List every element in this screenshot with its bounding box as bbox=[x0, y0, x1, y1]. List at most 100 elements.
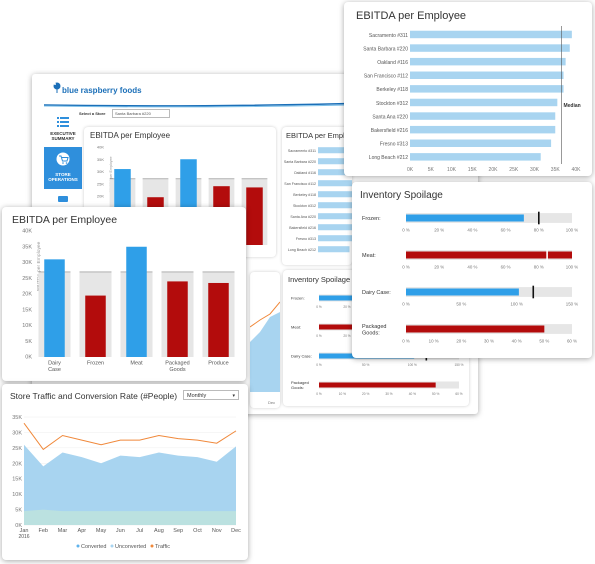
x-tick-label: Goods bbox=[169, 367, 185, 373]
value-bar bbox=[406, 214, 524, 222]
card-title: Inventory Spoilage bbox=[288, 275, 351, 284]
y-tick-label: 0K bbox=[15, 523, 22, 529]
bg-traffic-card: Dec bbox=[250, 272, 280, 408]
x-tick-label: Produce bbox=[208, 361, 229, 367]
inventory-card: Inventory Spoilage Frozen: 0 % 20 % 40 % 60 … bbox=[352, 182, 592, 358]
x-tick-label: 25K bbox=[509, 167, 519, 173]
bar bbox=[410, 71, 564, 79]
tick-label: 50 % bbox=[539, 339, 549, 344]
legend-marker bbox=[150, 544, 154, 548]
x-tick-label: 5K bbox=[428, 167, 435, 173]
store-label: Santa Ana #220 bbox=[290, 215, 316, 219]
tick-label: 0 % bbox=[402, 265, 410, 270]
store-label: Long Beach #212 bbox=[288, 248, 316, 252]
y-axis-title: EBITDA per Employee bbox=[36, 241, 42, 291]
bar bbox=[208, 282, 229, 357]
value-bar bbox=[406, 325, 545, 333]
store-label: San Francisco #112 bbox=[284, 182, 316, 186]
tick-label: 20 % bbox=[343, 305, 350, 309]
store-select[interactable]: Santa Barbara #220 bbox=[112, 109, 170, 118]
nav-extra[interactable] bbox=[44, 190, 82, 208]
row-label: Goods: bbox=[362, 331, 380, 337]
tick-label: 10 % bbox=[339, 392, 346, 396]
card-title: Store Traffic and Conversion Rate (#Peop… bbox=[10, 391, 178, 401]
period-select[interactable]: Monthly ▾ bbox=[183, 390, 239, 400]
y-tick-label: 15K bbox=[22, 307, 32, 313]
value-bar bbox=[319, 382, 436, 388]
bar bbox=[318, 147, 352, 154]
tick-label: 0 % bbox=[402, 339, 410, 344]
target-marker bbox=[546, 248, 548, 262]
store-label: Bakersfield #216 bbox=[289, 226, 316, 230]
y-tick-label: 25K bbox=[22, 276, 32, 282]
chevron-down-icon: ▾ bbox=[232, 393, 235, 399]
tick-label: 80 % bbox=[534, 265, 544, 270]
store-label: Fresno #313 bbox=[296, 237, 316, 241]
x-tick-label: Nov bbox=[212, 528, 222, 534]
nav-store-operations[interactable]: STORE OPERATIONS bbox=[44, 147, 82, 189]
bar bbox=[318, 202, 352, 209]
nav-executive-summary[interactable]: EXECUTIVE SUMMARY bbox=[44, 110, 82, 146]
list-icon bbox=[57, 114, 69, 132]
row-label: Frozen: bbox=[291, 296, 305, 301]
tick-label: 0 % bbox=[316, 392, 322, 396]
bar bbox=[410, 57, 566, 66]
y-tick-label: 20K bbox=[97, 194, 104, 199]
tick-label: 40 % bbox=[467, 265, 477, 270]
bg-ebitda-store-card: EBITDA per Employee Sacramento #311 Santa… bbox=[282, 127, 352, 265]
tick-label: 0 % bbox=[316, 305, 322, 309]
unconverted-area bbox=[24, 509, 236, 525]
bar bbox=[410, 30, 572, 39]
y-tick-label: 25K bbox=[12, 446, 22, 452]
store-label: Santa Barbara #220 bbox=[363, 46, 408, 52]
y-tick-label: 30K bbox=[12, 430, 22, 436]
tick-label: 100 % bbox=[510, 302, 523, 307]
legend-label: Unconverted bbox=[115, 544, 146, 550]
y-tick-label: 10K bbox=[12, 492, 22, 498]
y-tick-label: 0K bbox=[25, 355, 32, 361]
card-title: EBITDA per Employee bbox=[12, 214, 118, 226]
x-tick-label: Packaged bbox=[165, 361, 189, 367]
tick-label: 0 % bbox=[402, 228, 410, 233]
tick-label: 0 % bbox=[402, 302, 410, 307]
value-bar bbox=[406, 251, 572, 259]
legend-marker bbox=[76, 544, 80, 548]
store-label: Berkeley #118 bbox=[376, 87, 408, 93]
ebitda-dept-card: EBITDA per Employee 0K 5K 10K 15K 20K 25K 30K 3… bbox=[2, 207, 246, 381]
x-tick-label: Jan bbox=[20, 528, 29, 534]
tick-label: 100 % bbox=[408, 363, 417, 367]
tick-label: 50 % bbox=[432, 392, 439, 396]
nav-extra-icon bbox=[58, 196, 68, 202]
bar bbox=[167, 281, 188, 357]
store-select-label: Select a Store bbox=[79, 111, 106, 116]
tick-label: 100 % bbox=[566, 228, 579, 233]
tick-label: 60 % bbox=[567, 339, 577, 344]
x-year-label: 2016 bbox=[18, 534, 29, 540]
tick-label: 10 % bbox=[429, 339, 439, 344]
converted-area bbox=[24, 444, 236, 525]
tick-label: 30 % bbox=[484, 339, 494, 344]
store-label: Stockton #312 bbox=[376, 101, 408, 107]
bar bbox=[410, 98, 558, 107]
card-title: EBITDA per Employee bbox=[286, 131, 352, 140]
brand-name: blue raspberry foods bbox=[62, 86, 142, 95]
bar bbox=[410, 85, 564, 93]
bar bbox=[126, 246, 147, 357]
y-tick-label: 10K bbox=[22, 323, 32, 329]
legend-label: Converted bbox=[81, 544, 106, 550]
x-tick-label: Oct bbox=[193, 528, 202, 534]
tick-label: 0 % bbox=[316, 334, 322, 338]
x-tick-label: 30K bbox=[530, 167, 540, 173]
value-bar bbox=[406, 288, 519, 296]
nav-label: EXECUTIVE SUMMARY bbox=[50, 131, 76, 141]
x-tick-label: Sep bbox=[173, 528, 183, 534]
bg-traffic-chart: Dec bbox=[250, 301, 280, 405]
tick-label: 150 % bbox=[566, 302, 579, 307]
bg-ebitda-store-chart: Sacramento #311 Santa Barbara #220 Oakland… bbox=[284, 147, 352, 253]
ebitda-store-card: EBITDA per Employee Sacramento #311 Santa… bbox=[344, 2, 592, 176]
store-label: Bakersfield #216 bbox=[371, 128, 408, 134]
card-title: EBITDA per Employee bbox=[90, 131, 171, 140]
ebitda-store-chart: Sacramento #311 Santa Barbara #220 Oakland… bbox=[363, 26, 581, 173]
tick-label: 60 % bbox=[501, 228, 511, 233]
traffic-line bbox=[23, 422, 237, 451]
